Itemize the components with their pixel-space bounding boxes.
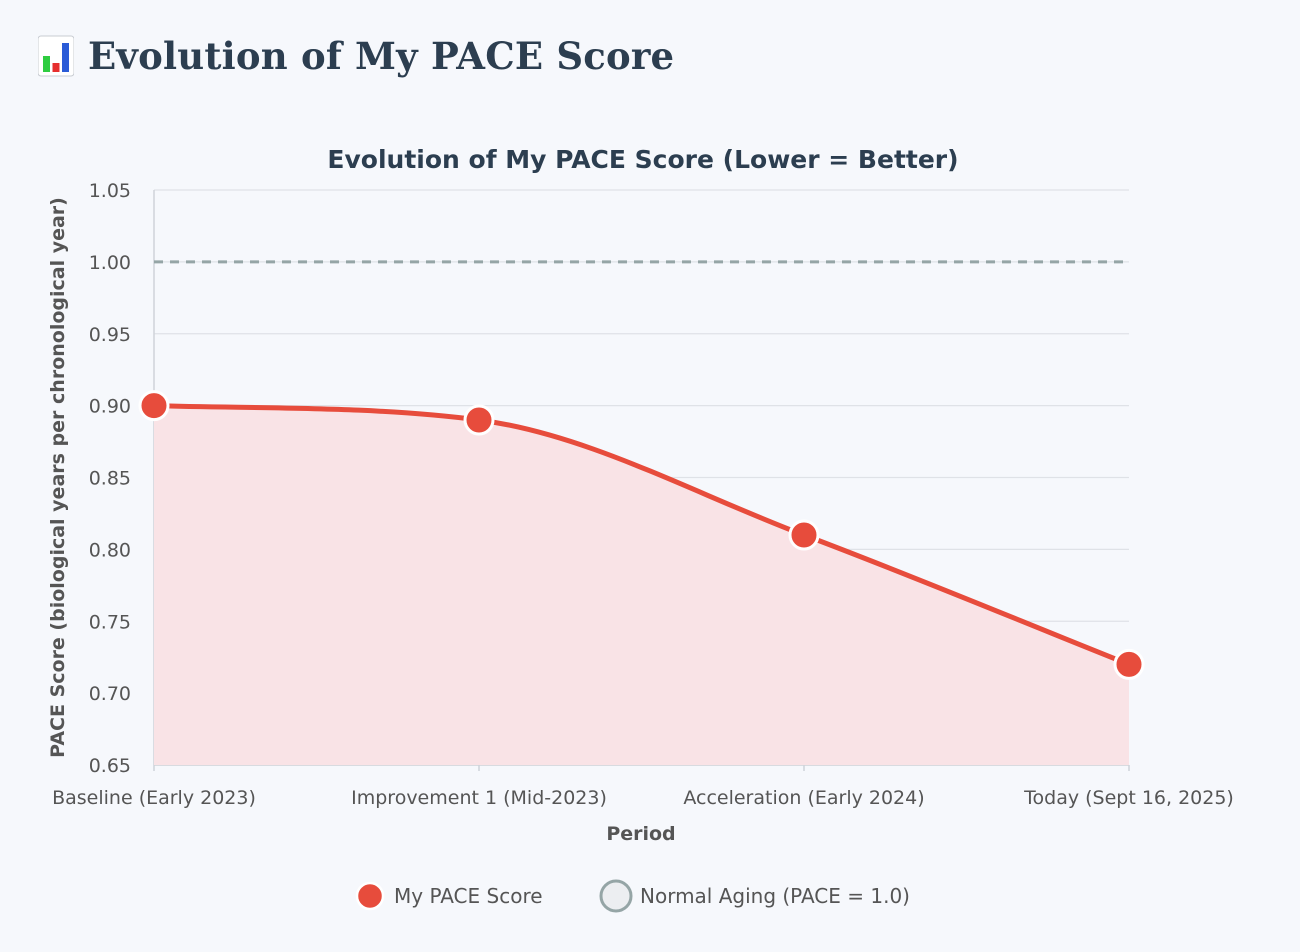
x-tick-label: Improvement 1 (Mid-2023) <box>351 787 607 809</box>
data-point-2 <box>463 404 495 436</box>
page-header: Evolution of My PACE Score <box>38 28 674 84</box>
y-tick-label: 0.75 <box>89 611 131 633</box>
data-point-3 <box>788 519 820 551</box>
legend-marker-my-pace-score <box>355 881 385 911</box>
y-tick-label: 1.05 <box>89 180 131 202</box>
legend-label-normal-aging: Normal Aging (PACE = 1.0) <box>640 884 910 908</box>
page-title: Evolution of My PACE Score <box>88 34 675 78</box>
chart-title: Evolution of My PACE Score (Lower = Bett… <box>327 145 958 174</box>
y-tick-label: 1.00 <box>89 252 131 274</box>
series-area-my-pace-score <box>154 405 1129 765</box>
y-tick-label: 0.70 <box>89 683 131 705</box>
legend-label-my-pace-score: My PACE Score <box>394 884 543 908</box>
y-tick-label: 0.80 <box>89 539 131 561</box>
y-tick-label: 0.95 <box>89 324 131 346</box>
y-axis-title: PACE Score (biological years per chronol… <box>47 197 69 758</box>
data-point-1 <box>138 390 170 422</box>
y-tick-label: 0.85 <box>89 468 131 490</box>
legend-marker-normal-aging <box>599 879 633 913</box>
x-tick-label: Today (Sept 16, 2025) <box>1023 787 1234 809</box>
y-tick-label: 0.65 <box>89 755 131 777</box>
x-tick-label: Baseline (Early 2023) <box>52 787 256 809</box>
x-axis-title: Period <box>606 823 675 845</box>
data-point-4 <box>1113 648 1145 680</box>
y-tick-label: 0.90 <box>89 396 131 418</box>
bar-chart-icon <box>38 35 74 77</box>
x-tick-label: Acceleration (Early 2024) <box>683 787 924 809</box>
series-line-my-pace-score <box>151 403 1132 667</box>
